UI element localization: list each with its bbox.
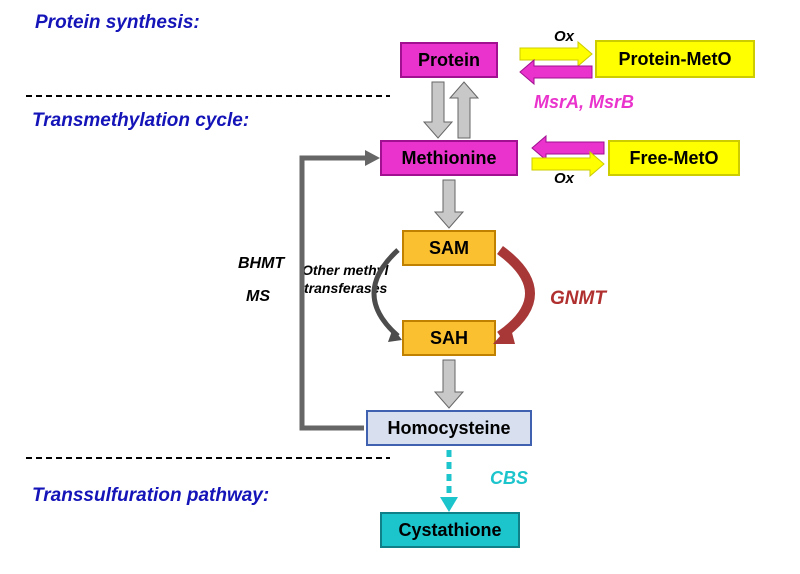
box-protein: Protein [400,42,498,78]
label-transferases: transferases [304,280,387,296]
label-ms: MS [246,288,270,306]
box-protein-meto: Protein-MetO [595,40,755,78]
label-bhmt: BHMT [238,255,284,273]
box-methionine: Methionine [380,140,518,176]
section-transsulfuration: Transsulfuration pathway: [32,485,269,507]
arrow-free-meto-to-methionine [532,136,604,160]
label-msra-msrb: MsrA, MsrB [534,92,634,113]
arrow-ox-protein-to-meto [520,42,592,66]
box-sah: SAH [402,320,496,356]
box-free-meto: Free-MetO [608,140,740,176]
arrow-gnmt [493,250,530,344]
arrow-methionine-to-sam [435,180,463,228]
arrow-protein-to-methionine [424,82,452,138]
box-sam: SAM [402,230,496,266]
label-ox-1: Ox [554,28,574,45]
section-protein-synthesis: Protein synthesis: [35,12,200,34]
arrow-sah-to-homocysteine [435,360,463,408]
label-ox-2: Ox [554,170,574,187]
label-gnmt: GNMT [550,288,606,310]
label-cbs: CBS [490,468,528,489]
box-cystathione: Cystathione [380,512,520,548]
box-homocysteine: Homocysteine [366,410,532,446]
arrow-methionine-to-protein [450,82,478,138]
arrow-cbs [440,450,458,512]
label-other-methyl: Other methyl [302,262,388,278]
section-transmethylation: Transmethylation cycle: [32,110,249,132]
arrow-msr-meto-to-protein [520,60,592,84]
